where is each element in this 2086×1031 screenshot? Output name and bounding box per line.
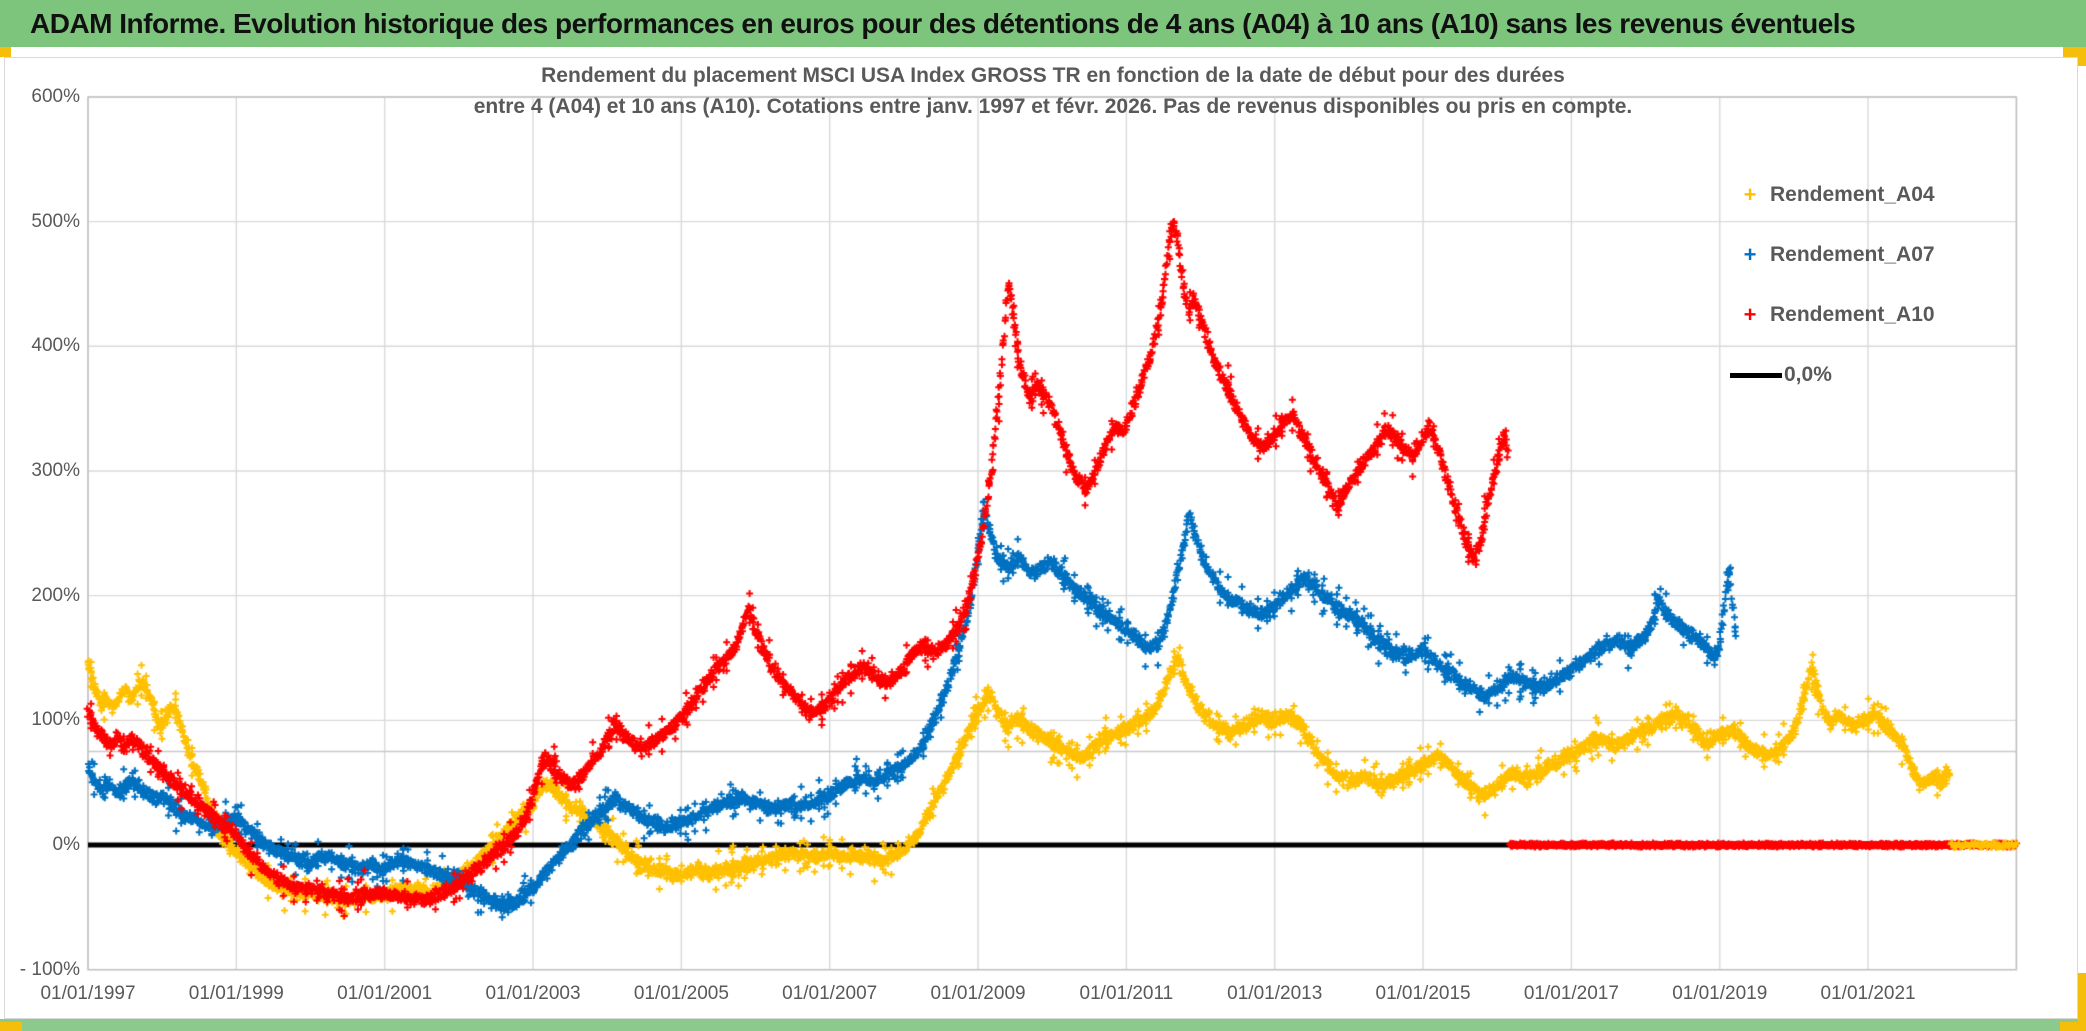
- zero-line-icon: [1730, 372, 1782, 378]
- y-tick-label: 200%: [31, 584, 80, 606]
- legend-label: Rendement_A04: [1770, 183, 1935, 206]
- chart-subtitle-line2: entre 4 (A04) et 10 ans (A10). Cotations…: [473, 95, 1633, 118]
- gold-accent-bottom-right: [2060, 1022, 2086, 1031]
- y-tick-label: 400%: [31, 335, 80, 357]
- y-tick-label: 500%: [31, 210, 80, 232]
- x-tick-label: 01/01/2005: [633, 983, 729, 1004]
- x-tick-label: 01/01/1999: [188, 983, 284, 1004]
- x-tick-label: 01/01/2017: [1523, 983, 1619, 1004]
- x-tick-label: 01/01/2019: [1672, 983, 1768, 1004]
- x-tick-label: 01/01/2015: [1375, 983, 1471, 1004]
- x-tick-label: 01/01/2007: [782, 983, 878, 1004]
- x-tick-label: 01/01/2003: [485, 983, 581, 1004]
- y-tick-label: 100%: [31, 709, 80, 731]
- x-tick-label: 01/01/2001: [337, 983, 433, 1004]
- legend-item-a10: + Rendement_A10: [1730, 300, 1935, 330]
- gold-accent-right-bar: [2078, 973, 2086, 1031]
- legend-item-a04: + Rendement_A04: [1730, 180, 1935, 210]
- chart-subtitle: Rendement du placement MSCI USA Index GR…: [88, 60, 2018, 122]
- x-tick-label: 01/01/2011: [1079, 983, 1174, 1004]
- legend-item-a07: + Rendement_A07: [1730, 240, 1935, 270]
- legend-item-zero-line: 0,0%: [1730, 360, 1832, 390]
- y-tick-label: 300%: [31, 459, 80, 481]
- x-tick-label: 01/01/1997: [40, 983, 136, 1004]
- y-tick-label: 0%: [52, 834, 80, 855]
- plus-marker-icon: +: [1743, 302, 1757, 327]
- bottom-green-bar: [0, 1019, 2086, 1031]
- y-tick-label: 600%: [31, 85, 80, 107]
- plus-marker-icon: +: [1743, 182, 1757, 207]
- y-tick-label: - 100%: [19, 958, 80, 980]
- x-tick-label: 01/01/2009: [930, 983, 1026, 1004]
- legend-label: Rendement_A10: [1770, 303, 1935, 326]
- legend-label: Rendement_A07: [1770, 243, 1935, 266]
- x-tick-label: 01/01/2021: [1820, 983, 1916, 1004]
- legend-label: 0,0%: [1784, 363, 1832, 386]
- plus-marker-icon: +: [1743, 242, 1757, 267]
- x-tick-label: 01/01/2013: [1227, 983, 1323, 1004]
- chart-subtitle-line1: Rendement du placement MSCI USA Index GR…: [541, 64, 1565, 87]
- gold-accent-bottom-left: [0, 1022, 22, 1031]
